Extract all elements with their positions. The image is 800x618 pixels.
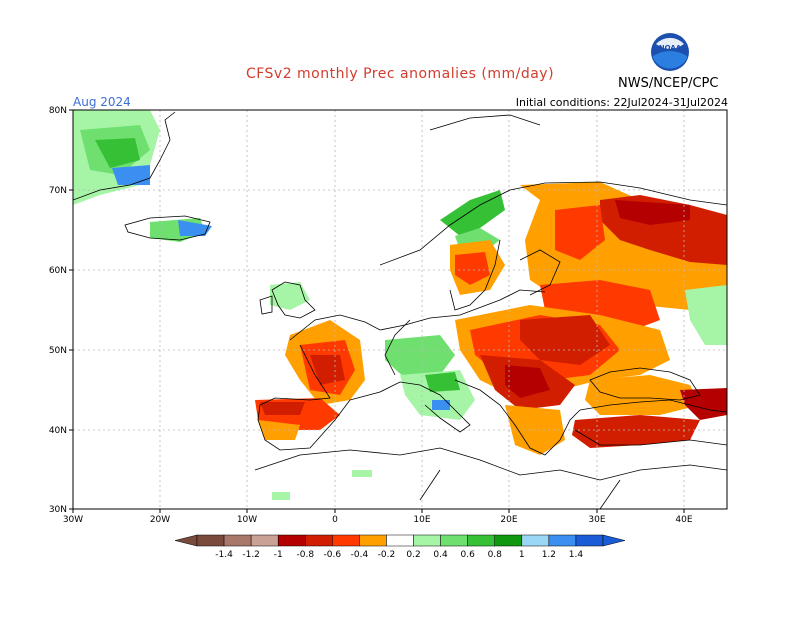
colorbar-swatch (413, 534, 441, 547)
colorbar-label: 1 (519, 550, 525, 560)
lat-label: 50N (49, 346, 67, 356)
alps-green (385, 335, 455, 378)
italy-dark-green (425, 372, 460, 392)
colorbar-label: 1.2 (542, 550, 556, 560)
lon-labels: 30W 20W 10W 0 10E 20E 30E 40E (63, 515, 693, 525)
lon-label: 30W (63, 515, 83, 525)
eastern-green (685, 285, 727, 345)
map-frame (72, 109, 728, 510)
balkans-dark-red (505, 365, 550, 398)
north-africa-green (272, 492, 290, 500)
anomaly-fields (73, 110, 727, 500)
graticule (73, 110, 727, 509)
logo-lettering: NOAA (659, 44, 682, 52)
colorbar-swatch (223, 534, 252, 547)
lon-label: 30E (588, 515, 605, 525)
colorbar-swatch (359, 534, 387, 547)
lat-label: 60N (49, 266, 67, 276)
lon-label: 10W (237, 515, 257, 525)
russia-dark-red (615, 200, 690, 225)
britain-light-green (270, 282, 310, 310)
colorbar-label: -0.8 (296, 550, 314, 560)
colorbar-swatch (305, 534, 333, 547)
iberia-dark-red (260, 402, 305, 415)
sweden-red (455, 252, 490, 285)
ukraine-red (520, 315, 610, 365)
colorbar-label: -0.6 (324, 550, 342, 560)
colorbar-label: -1.4 (215, 550, 233, 560)
lat-label: 30N (49, 505, 67, 515)
sahara-green (352, 470, 372, 477)
tyrrhenian-blue (432, 400, 450, 410)
lon-label: 20W (150, 515, 170, 525)
colorbar-swatch (196, 534, 225, 547)
colorbar-label: -1.2 (242, 550, 260, 560)
colorbar-label: 0.6 (461, 550, 476, 560)
colorbar-label: 0.2 (406, 550, 420, 560)
colorbar-swatch (277, 534, 306, 547)
colorbar-swatch (440, 534, 468, 547)
norway-green (440, 190, 505, 236)
colorbar-label: -0.2 (378, 550, 396, 560)
map-title: CFSv2 monthly Prec anomalies (mm/day) (245, 66, 555, 82)
iceland-blue (178, 220, 212, 236)
colorbar-label: 0.8 (488, 550, 503, 560)
colorbar-swatch (250, 534, 279, 547)
colorbar-swatch (575, 534, 604, 547)
colorbar-swatch (467, 534, 495, 547)
lat-label: 70N (49, 186, 67, 196)
initial-conditions: Initial conditions: 22Jul2024-31Jul2024 (515, 96, 728, 109)
colorbar-swatch (521, 534, 550, 547)
caucasus-red (680, 388, 727, 420)
france-dark-red (310, 355, 345, 385)
colorbar-label: 1.4 (569, 550, 584, 560)
finland-red (555, 205, 605, 260)
turkey-red (572, 415, 700, 448)
colorbar-label: 0.4 (433, 550, 448, 560)
agency-label: NWS/NCEP/CPC (618, 76, 719, 91)
colorbar-arrow-high (602, 534, 626, 547)
colorbar-label: -1 (274, 550, 283, 560)
colorbar-swatch (548, 534, 577, 547)
coastlines (73, 111, 727, 509)
greenland-blue (112, 165, 150, 185)
colorbar-arrow-low (174, 534, 198, 547)
lon-label: 10E (413, 515, 430, 525)
noaa-logo: NOAA (650, 32, 690, 72)
lat-label: 80N (49, 106, 67, 116)
forecast-month: Aug 2024 (73, 95, 131, 109)
colorbar-swatch (386, 534, 414, 547)
colorbar-label: -0.4 (351, 550, 369, 560)
lat-ticks (69, 109, 73, 510)
lon-label: 0 (332, 515, 338, 525)
lat-labels: 80N 70N 60N 50N 40N 30N (49, 106, 67, 515)
colorbar-swatch (332, 534, 360, 547)
lat-label: 40N (49, 426, 67, 436)
lon-ticks (72, 509, 685, 513)
colorbar-swatch (494, 534, 523, 547)
colorbar: -1.4 -1.2 -1 -0.8 -0.6 -0.4 -0.2 0.2 0.4 0.6 0.8 1 1… (174, 534, 626, 560)
lon-label: 20E (500, 515, 517, 525)
lon-label: 40E (675, 515, 692, 525)
greenland-mid (95, 138, 140, 168)
